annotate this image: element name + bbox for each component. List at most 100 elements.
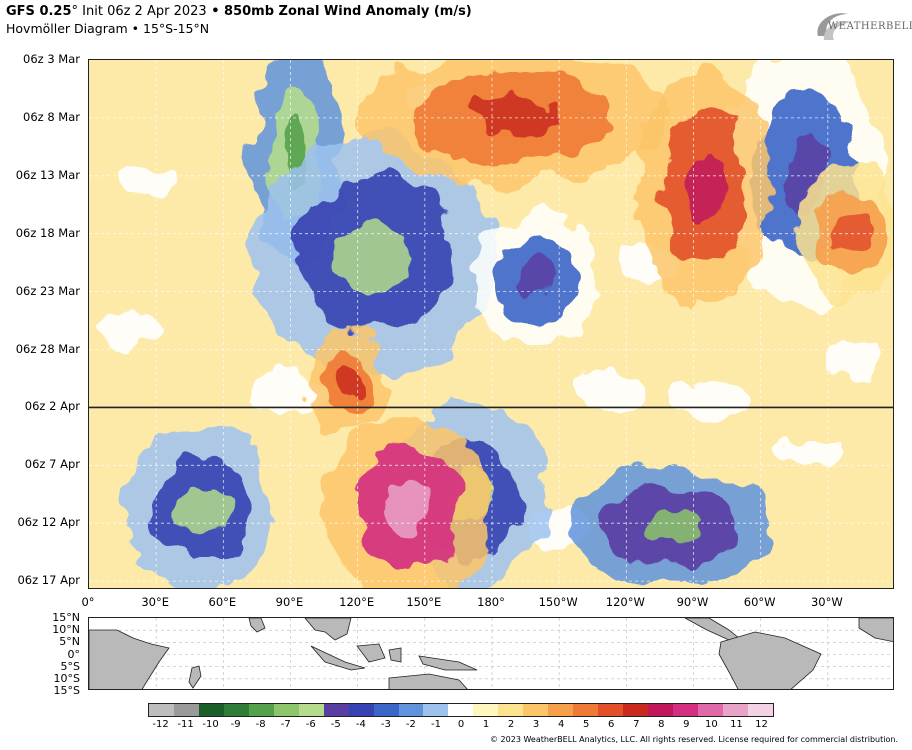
colorbar-swatch: [323, 704, 349, 716]
colorbar-label: 6: [608, 719, 615, 730]
colorbar-label: 10: [705, 719, 718, 730]
x-tick-label: 30°E: [141, 595, 169, 609]
colorbar-label: -9: [230, 719, 241, 730]
x-tick-label: 150°W: [538, 595, 578, 609]
colorbar-swatch: [273, 704, 299, 716]
westerly-anomaly-peak: [382, 481, 434, 538]
colorbar-label: 9: [683, 719, 690, 730]
colorbar-swatch: [473, 704, 499, 716]
easterly-anomaly-peak: [337, 219, 412, 293]
y-tick-label: 06z 3 Mar: [23, 52, 80, 66]
colorbar-label: 3: [532, 719, 540, 730]
x-tick-label: 30°W: [810, 595, 843, 609]
map-lat-label: 15°S: [53, 684, 80, 697]
westerly-anomaly-peak: [685, 150, 725, 224]
colorbar-label: -12: [152, 719, 169, 730]
colorbar-swatch: [722, 704, 748, 716]
easterly-anomaly-peak: [639, 508, 703, 545]
colorbar-label: 0: [457, 719, 465, 730]
indonesia-landmass: [310, 643, 402, 671]
y-tick-label: 06z 28 Mar: [15, 341, 80, 356]
australia-landmass: [388, 673, 468, 689]
colorbar-label: -4: [355, 719, 366, 730]
y-tick-label: 06z 8 Mar: [23, 109, 80, 124]
reference-map: [88, 617, 894, 690]
colorbar-swatch: [697, 704, 723, 716]
colorbar-label: 12: [755, 719, 768, 730]
hovmoller-plot: [88, 59, 894, 589]
colorbar-label: 2: [507, 719, 515, 730]
map-lat-label: 10°N: [52, 623, 80, 637]
x-tick-label: 180°: [477, 595, 505, 609]
colorbar-swatch: [373, 704, 399, 716]
logo-swirl-icon: [817, 13, 852, 40]
copyright-notice: © 2023 WeatherBELL Analytics, LLC. All r…: [490, 735, 898, 744]
easterly-anomaly-peak: [517, 258, 557, 300]
title-separator: •: [206, 4, 225, 19]
colorbar-label: -2: [405, 719, 416, 730]
colorbar-swatch: [673, 704, 698, 716]
colorbar-swatch: [448, 704, 474, 716]
y-tick-label: 06z 18 Mar: [15, 225, 80, 240]
y-tick-label: 06z 12 Apr: [17, 515, 80, 530]
india-landmass: [248, 618, 266, 633]
x-tick-label: 60°W: [743, 595, 776, 609]
near-zero-patch: [255, 372, 323, 408]
map-lat-label: 5°S: [60, 659, 80, 673]
colorbar-swatch: [423, 704, 449, 716]
colorbar-label: -6: [305, 719, 316, 730]
x-tick-label: 90°W: [676, 595, 709, 609]
colorbar-label: -8: [255, 719, 266, 730]
y-tick-label: 06z 23 Mar: [15, 283, 80, 298]
tropics-outline-map: [89, 618, 893, 689]
colorbar-swatch: [198, 704, 224, 716]
y-tick-label: 06z 7 Apr: [24, 457, 80, 472]
degree-symbol: °: [71, 4, 79, 19]
colorbar-label: 7: [633, 719, 640, 730]
logo-text: WEATHERBELL: [828, 21, 912, 32]
near-zero-patch: [775, 432, 843, 468]
colorbar-label: -10: [202, 719, 219, 730]
colorbar-swatch: [523, 704, 549, 716]
weatherbell-logo: WEATHERBELL: [812, 6, 912, 44]
colorbar-swatch: [598, 704, 624, 716]
colorbar-swatch: [149, 704, 174, 716]
y-tick-label: 06z 17 Apr: [17, 573, 80, 588]
field-name: 850mb Zonal Wind Anomaly (m/s): [224, 4, 472, 19]
colorbar-swatch: [648, 704, 674, 716]
madagascar-landmass: [188, 665, 202, 689]
colorbar-label: -1: [430, 719, 441, 730]
near-zero-patch: [815, 342, 883, 378]
easterly-anomaly-peak: [177, 485, 225, 534]
colorbar-swatch: [623, 704, 649, 716]
chart-title: GFS 0.25° Init 06z 2 Apr 2023 • 850mb Zo…: [6, 4, 472, 20]
x-tick-label: 120°E: [339, 595, 375, 609]
colorbar-label: -3: [380, 719, 391, 730]
colorbar-swatch: [248, 704, 274, 716]
colorbar-swatch: [747, 704, 773, 716]
westerly-anomaly-peak: [334, 366, 359, 399]
hovmoller-heatmap: [89, 60, 893, 588]
map-lat-label: 15°N: [52, 611, 80, 624]
westerly-anomaly-peak: [834, 212, 866, 253]
colorbar-swatch: [548, 704, 574, 716]
africa-landmass: [89, 629, 170, 689]
model-name: GFS 0.25: [6, 4, 72, 19]
x-tick-label: 0°: [81, 595, 95, 609]
colorbar-swatch: [348, 704, 374, 716]
colorbar-swatch: [298, 704, 324, 716]
x-tick-label: 60°E: [208, 595, 237, 609]
colorbar-label: 8: [658, 719, 665, 730]
colorbar-label: -5: [330, 719, 341, 730]
colorbar-label: 5: [583, 719, 590, 730]
near-zero-patch: [95, 312, 163, 348]
near-zero-patch: [575, 372, 643, 408]
colorbar: [148, 703, 774, 717]
map-lat-label: 5°N: [59, 635, 80, 649]
colorbar-label: -7: [280, 719, 291, 730]
x-tick-label: 120°W: [605, 595, 645, 609]
colorbar-label: 1: [482, 719, 490, 730]
near-zero-patch: [675, 382, 743, 418]
init-time: Init 06z 2 Apr 2023: [78, 4, 207, 19]
map-lat-label: 10°S: [53, 671, 80, 685]
